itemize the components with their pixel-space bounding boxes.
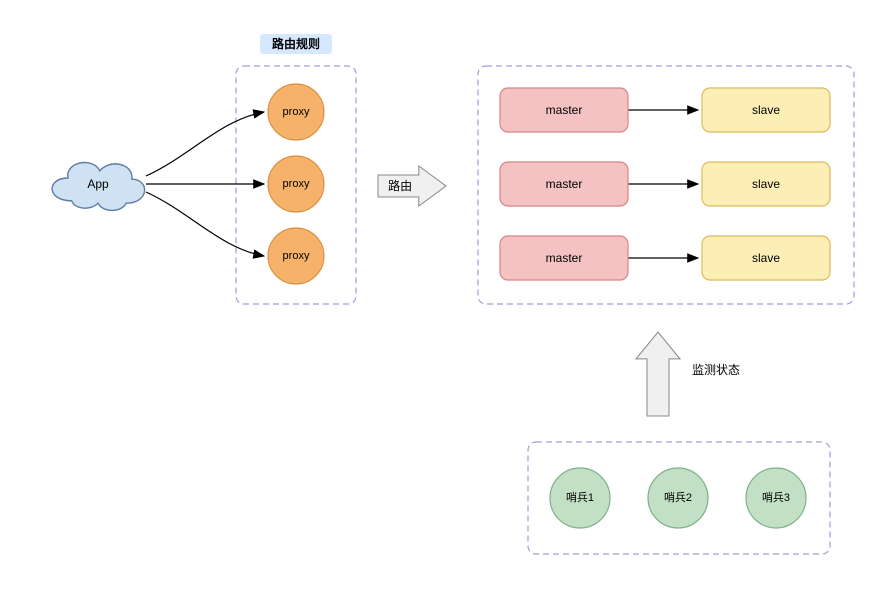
app — [52, 163, 144, 211]
proxy2 — [268, 156, 324, 212]
slave2 — [702, 162, 830, 206]
master2 — [500, 162, 628, 206]
proxy3 — [268, 228, 324, 284]
master1 — [500, 88, 628, 132]
sentinel2 — [648, 468, 708, 528]
route-arrow — [378, 166, 446, 206]
sentinel1 — [550, 468, 610, 528]
app-to-proxy3 — [146, 192, 264, 256]
proxy1 — [268, 84, 324, 140]
diagram-canvas — [0, 0, 872, 610]
sentinel3 — [746, 468, 806, 528]
app-to-proxy1 — [146, 112, 264, 176]
master3 — [500, 236, 628, 280]
slave1 — [702, 88, 830, 132]
proxy-group-title-bg — [260, 34, 332, 54]
slave3 — [702, 236, 830, 280]
monitor-arrow — [636, 332, 680, 416]
